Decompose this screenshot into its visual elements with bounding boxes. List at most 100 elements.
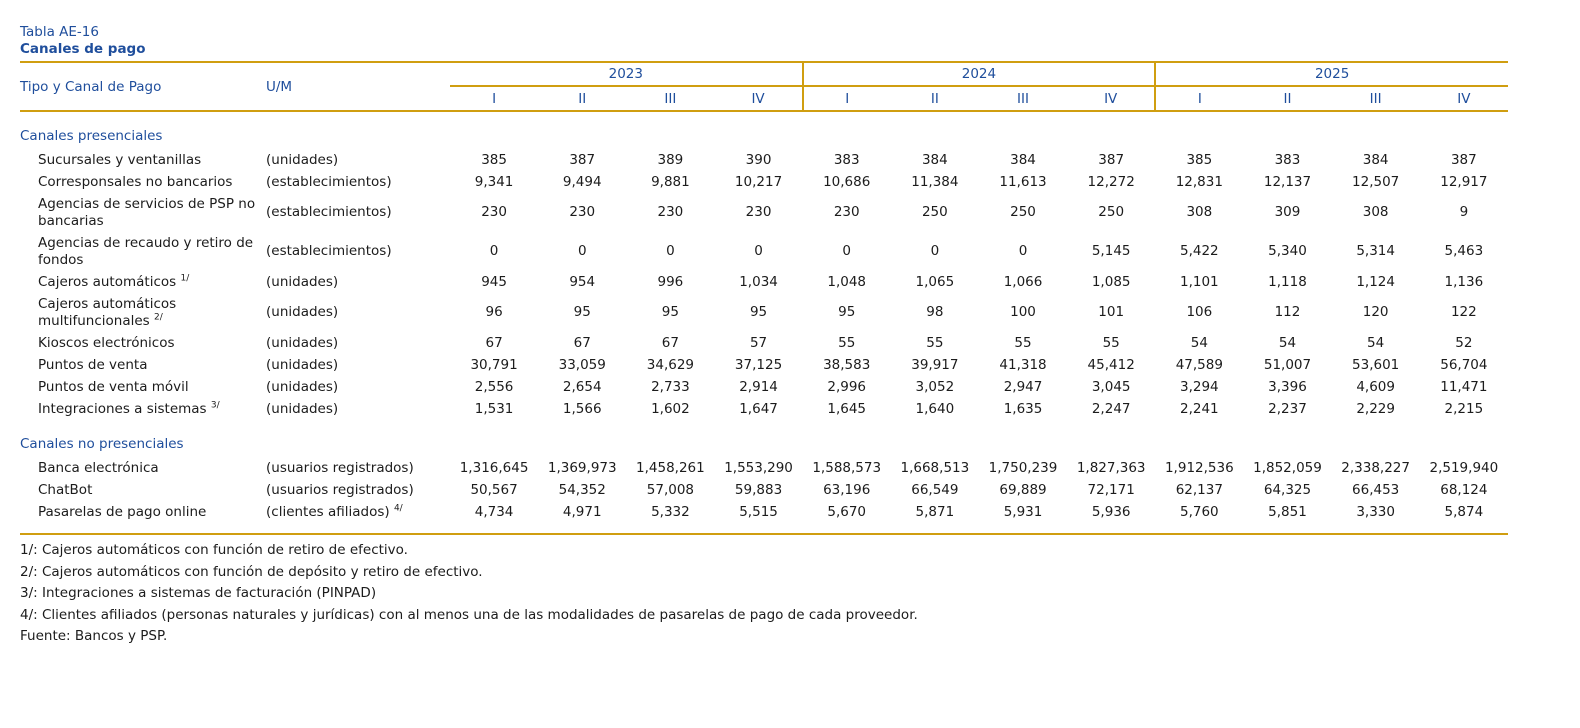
cell-value: 5,515 <box>739 503 778 520</box>
row-label: Pasarelas de pago online <box>38 503 207 520</box>
cell-value: 2,338,227 <box>1341 459 1410 476</box>
footnote-ref: 4/ <box>393 503 403 513</box>
cell-value: 0 <box>1018 243 1028 259</box>
row-um: (unidades) <box>266 334 339 351</box>
cell-value: 309 <box>1274 204 1301 220</box>
cell-value: 3,396 <box>1268 378 1307 395</box>
cell-value: 2,247 <box>1091 400 1131 417</box>
row-um: (unidades) <box>266 304 339 320</box>
cell-value: 1,531 <box>474 400 514 417</box>
cell-value: 0 <box>842 243 851 259</box>
cell-value: 1,065 <box>915 273 955 290</box>
cell-value: 54 <box>1278 334 1297 351</box>
cell-value: 1,034 <box>739 273 778 290</box>
cell-value: 55 <box>926 334 944 351</box>
cell-value: 50,567 <box>470 481 518 498</box>
row-label: Kioscos electrónicos <box>38 334 175 351</box>
table-id: Tabla AE-16 <box>20 24 99 40</box>
section-header: Canales no presenciales <box>20 436 184 452</box>
cell-value: 3,294 <box>1180 378 1219 395</box>
cell-value: 384 <box>1010 151 1036 168</box>
row-um: (unidades) <box>266 151 339 168</box>
cell-value: 0 <box>930 243 940 259</box>
cell-value: 1,635 <box>1003 400 1043 417</box>
cell-value: 1,912,536 <box>1164 459 1234 476</box>
cell-value: 387 <box>569 151 596 168</box>
cell-value: 1,602 <box>651 400 690 417</box>
cell-value: 5,145 <box>1091 243 1131 259</box>
cell-value: 1,566 <box>562 400 602 417</box>
cell-value: 1,369,973 <box>547 459 617 476</box>
cell-value: 52 <box>1455 334 1473 351</box>
page-title: Canales de pago <box>20 41 146 57</box>
cell-value: 250 <box>1098 204 1125 220</box>
footnote: 2/: Cajeros automáticos con función de d… <box>20 563 483 580</box>
cell-value: 2,237 <box>1268 400 1307 417</box>
cell-value: 5,422 <box>1180 243 1219 259</box>
cell-value: 54 <box>1367 334 1385 351</box>
cell-value: 230 <box>833 204 860 220</box>
table-row: Sucursales y ventanillas (unidades) 385 387… <box>20 149 1508 171</box>
cell-value: 2,241 <box>1180 400 1219 417</box>
table-row: Puntos de venta (unidades) 30,791 33,059 34,… <box>20 354 1508 376</box>
cell-value: 54 <box>1190 334 1208 351</box>
cell-value: 1,750,239 <box>988 459 1058 476</box>
cell-value: 37,125 <box>734 356 783 373</box>
cell-value: 1,066 <box>1003 273 1043 290</box>
cell-value: 53,601 <box>1352 356 1400 373</box>
cell-value: 3,330 <box>1356 503 1395 520</box>
quarter-header-2023-I: I <box>450 86 539 112</box>
year-header-2025: 2025 <box>1154 62 1508 87</box>
row-label: Puntos de venta móvil <box>38 378 189 395</box>
cell-value: 230 <box>569 204 596 220</box>
cell-value: 387 <box>1450 151 1477 168</box>
cell-value: 5,670 <box>827 503 867 520</box>
cell-value: 4,734 <box>474 503 514 520</box>
row-label: Agencias de recaudo y retiro de fondos <box>38 234 254 268</box>
cell-value: 1,101 <box>1180 273 1219 290</box>
row-um: (establecimientos) <box>266 204 392 220</box>
cell-value: 67 <box>485 334 503 351</box>
cell-value: 2,654 <box>562 378 602 395</box>
footnote: 4/: Clientes afiliados (personas natural… <box>20 606 918 623</box>
section-row: Canales no presenciales <box>20 420 1508 457</box>
cell-value: 1,852,059 <box>1253 459 1322 476</box>
cell-value: 1,118 <box>1268 273 1307 290</box>
cell-value: 1,085 <box>1091 273 1131 290</box>
cell-value: 2,914 <box>739 378 778 395</box>
cell-value: 33,059 <box>558 356 606 373</box>
quarter-header-2024-II: II <box>890 86 979 112</box>
table-row: Agencias de recaudo y retiro de fondos (e… <box>20 232 1508 271</box>
footnote: Fuente: Bancos y PSP. <box>20 628 168 644</box>
cell-value: 101 <box>1098 304 1125 320</box>
row-label: Corresponsales no bancarios <box>38 173 233 190</box>
table-row: Pasarelas de pago online (clientes afilia… <box>20 501 1508 523</box>
cell-value: 384 <box>1362 151 1389 168</box>
cell-value: 122 <box>1450 304 1477 320</box>
column-header-um: U/M <box>266 62 450 112</box>
cell-value: 56,704 <box>1440 356 1488 373</box>
row-um: (unidades) <box>266 378 339 395</box>
quarter-row: I II III IV I II III IV I II III IV <box>20 86 1508 112</box>
cell-value: 390 <box>745 151 772 168</box>
cell-value: 4,609 <box>1356 378 1395 395</box>
cell-value: 12,831 <box>1175 173 1223 190</box>
cell-value: 51,007 <box>1263 356 1312 373</box>
footnote-ref: 3/ <box>210 400 220 410</box>
cell-value: 5,931 <box>1003 503 1043 520</box>
cell-value: 2,556 <box>474 378 514 395</box>
cell-value: 10,686 <box>823 173 871 190</box>
cell-value: 1,645 <box>827 400 867 417</box>
table-body: Canales presenciales Sucursales y ventani… <box>20 111 1508 534</box>
row-um: (clientes afiliados) 4/ <box>266 503 403 520</box>
table-row: ChatBot (usuarios registrados) 50,567 54,35… <box>20 479 1508 501</box>
cell-value: 54,352 <box>558 481 606 498</box>
cell-value: 95 <box>838 304 856 320</box>
table-row: Cajeros automáticos 1/ (unidades) 945 954 99… <box>20 271 1508 293</box>
cell-value: 106 <box>1186 304 1213 320</box>
quarter-header-2023-IV: IV <box>714 86 803 112</box>
cell-value: 55 <box>838 334 856 351</box>
cell-value: 67 <box>573 334 591 351</box>
